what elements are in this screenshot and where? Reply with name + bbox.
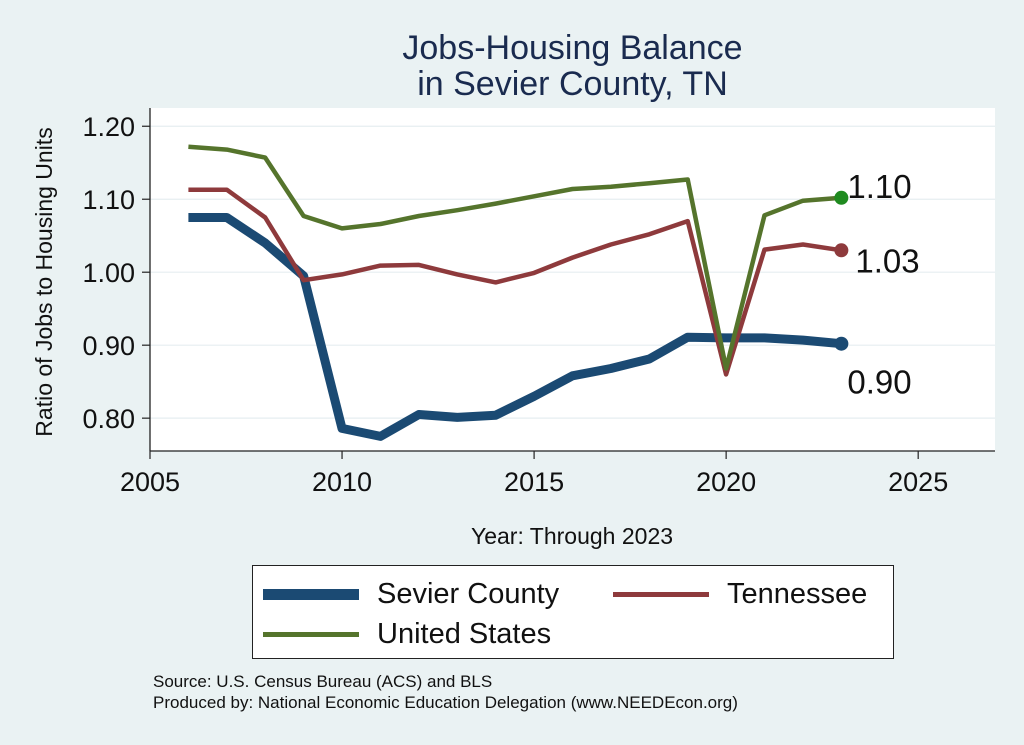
legend: Sevier County Tennessee United States — [252, 565, 894, 659]
x-tick-label: 2015 — [504, 467, 564, 497]
end-marker-sevier-county — [834, 336, 849, 351]
chart-title-line1: Jobs-Housing Balance — [402, 29, 743, 67]
y-tick-label: 1.00 — [82, 258, 135, 288]
y-axis-label: Ratio of Jobs to Housing Units — [31, 127, 57, 436]
end-label-sevier-county: 0.90 — [847, 364, 911, 401]
y-tick-label: 0.80 — [82, 404, 135, 434]
legend-swatch-tennessee — [613, 592, 709, 597]
end-label-united-states: 1.10 — [847, 168, 911, 205]
axes: 0.80 0.90 1.00 1.10 1.20 2005 2010 2015 2020 2025 — [82, 108, 995, 497]
legend-item-tennessee: Tennessee — [613, 578, 867, 611]
series-line-united-states — [188, 144, 842, 371]
x-axis-label: Year: Through 2023 — [471, 523, 673, 549]
legend-item-united-states: United States — [263, 618, 551, 651]
source-note: Source: U.S. Census Bureau (ACS) and BLS — [153, 672, 493, 691]
x-tick-label: 2005 — [120, 467, 180, 497]
y-tick-label: 1.10 — [82, 185, 135, 215]
plot-background — [150, 108, 995, 451]
series-line-tennessee — [188, 187, 842, 377]
x-tick-label: 2010 — [312, 467, 372, 497]
legend-swatch-united-states — [263, 632, 359, 637]
x-tick-label: 2025 — [888, 467, 948, 497]
y-tick-label: 0.90 — [82, 331, 135, 361]
legend-label-united-states: United States — [377, 618, 552, 650]
series-group: 0.90 1.03 1.10 — [188, 144, 920, 441]
end-marker-united-states — [834, 190, 849, 205]
chart-title-line2: in Sevier County, TN — [417, 65, 728, 103]
legend-label-tennessee: Tennessee — [727, 578, 868, 610]
legend-swatch-sevier — [263, 589, 359, 600]
legend-item-sevier: Sevier County — [263, 578, 559, 611]
y-tick-label: 1.20 — [82, 112, 135, 142]
end-label-tennessee: 1.03 — [855, 242, 919, 279]
x-tick-label: 2020 — [696, 467, 756, 497]
end-marker-tennessee — [834, 243, 849, 258]
producer-note: Produced by: National Economic Education… — [153, 693, 738, 712]
legend-label-sevier: Sevier County — [377, 578, 560, 610]
